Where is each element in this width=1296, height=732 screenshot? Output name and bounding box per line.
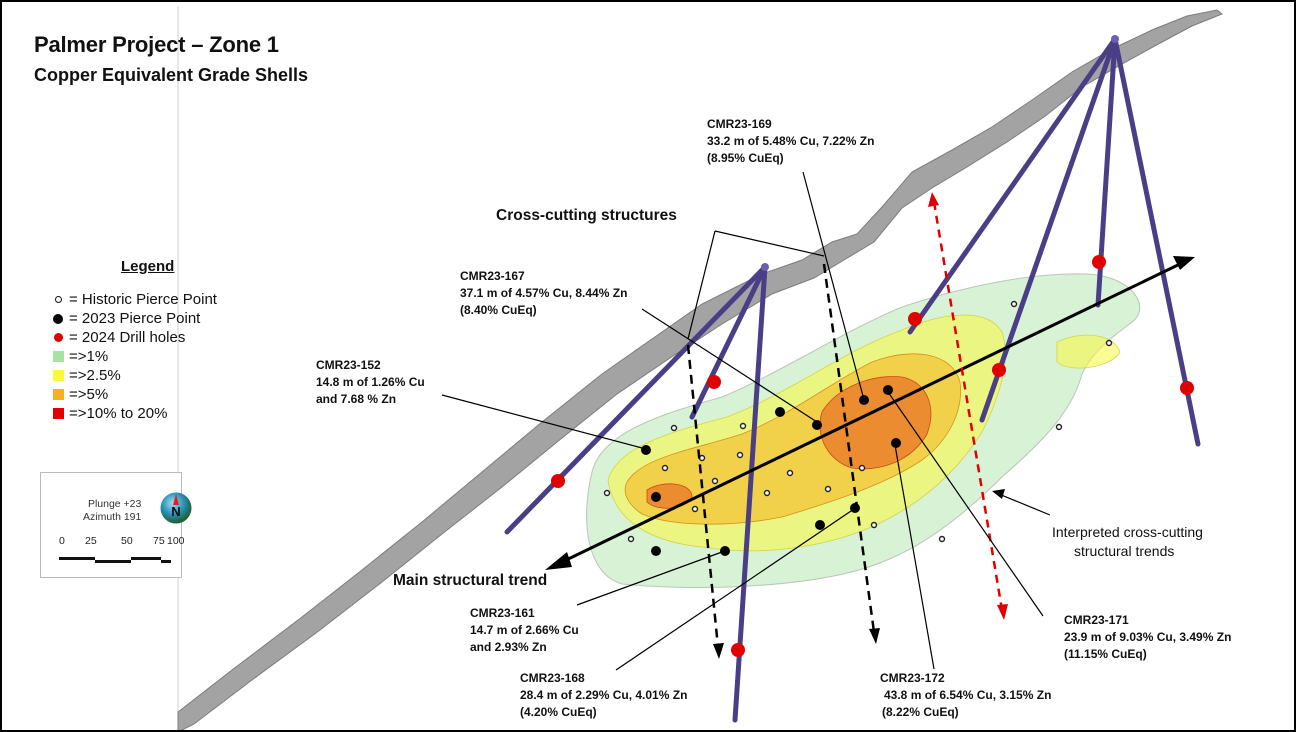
intercept-cmr23-171: CMR23-171 23.9 m of 9.03% Cu, 3.49% Zn (…	[1064, 612, 1231, 663]
intercept-hole-id: CMR23-171	[1064, 613, 1129, 627]
interpreted-trends-line: structural trends	[1074, 543, 1175, 559]
shell-1-swatch-icon	[50, 350, 66, 364]
drill-2024-marker	[992, 363, 1006, 377]
azimuth-label: Azimuth 191	[83, 511, 142, 523]
drill-2024-marker	[1180, 381, 1194, 395]
cross-cutting-structures-label: Cross-cutting structures	[496, 207, 677, 224]
drill-hole-152	[504, 264, 768, 535]
drill-2024-marker	[1092, 255, 1106, 269]
intercept-hole-id: CMR23-161	[470, 606, 535, 620]
intercept-cueq: (4.20% CuEq)	[520, 705, 597, 719]
legend-label: =>2.5%	[69, 367, 121, 384]
main-structural-trend-label: Main structural trend	[393, 572, 548, 589]
intercept-cueq: (11.15% CuEq)	[1064, 647, 1147, 661]
pierce-point-2023-icon	[50, 312, 66, 326]
scale-tick: 50	[121, 535, 133, 547]
view-orientation: Plunge +23 Azimuth 191	[83, 498, 141, 524]
page-subtitle: Copper Equivalent Grade Shells	[34, 65, 309, 85]
scale-tick: 100	[167, 535, 185, 547]
drill-2024-marker	[551, 474, 565, 488]
intercept-grade: 14.8 m of 1.26% Cu	[316, 375, 425, 389]
intercept-cueq: (8.95% CuEq)	[707, 151, 784, 165]
intercept-grade: 37.1 m of 4.57% Cu, 8.44% Zn	[460, 286, 628, 300]
drill-2024-marker	[731, 643, 745, 657]
intercept-hole-id: CMR23-169	[707, 117, 772, 131]
legend-label: =>10% to 20%	[69, 405, 168, 422]
page-title: Palmer Project – Zone 1	[34, 32, 279, 57]
intercept-grade: 23.9 m of 9.03% Cu, 3.49% Zn	[1064, 630, 1232, 644]
collar-west	[761, 263, 769, 271]
intercept-grade: 14.7 m of 2.66% Cu	[470, 623, 579, 637]
intercept-hole-id: CMR23-167	[460, 269, 525, 283]
scale-bar	[59, 557, 171, 563]
interpreted-trends-line: Interpreted cross-cutting	[1052, 524, 1203, 540]
main-structural-trend-arrow	[545, 256, 1195, 570]
shell-10-percent	[646, 376, 932, 509]
intercept-cueq: (8.40% CuEq)	[460, 303, 537, 317]
intercept-hole-id: CMR23-172	[880, 671, 945, 685]
legend-item: =>10% to 20%	[50, 404, 217, 423]
interpreted-trends-label: Interpreted cross-cutting structural tre…	[1052, 523, 1203, 561]
historic-pierce-point-icon	[50, 293, 66, 307]
drill-2024-markers	[551, 255, 1194, 657]
legend: = Historic Pierce Point = 2023 Pierce Po…	[50, 290, 217, 423]
compass-north-label: N	[171, 504, 180, 519]
shell-5-swatch-icon	[50, 388, 66, 402]
intercept-grade: 28.4 m of 2.29% Cu, 4.01% Zn	[520, 688, 688, 702]
collar-east	[1111, 35, 1119, 43]
legend-label: = Historic Pierce Point	[69, 291, 217, 308]
north-compass-icon: N	[160, 492, 192, 524]
legend-title: Legend	[121, 258, 175, 275]
drill-hole-167	[689, 264, 768, 420]
scale-tick: 0	[59, 535, 65, 547]
shell-2-5-swatch-icon	[50, 369, 66, 383]
grade-shells	[586, 273, 1141, 589]
drill-hole-169	[907, 36, 1118, 335]
intercept-hole-id: CMR23-152	[316, 358, 381, 372]
legend-item: = 2024 Drill holes	[50, 328, 217, 347]
legend-item: =>1%	[50, 347, 217, 366]
plunge-label: Plunge +23	[87, 498, 142, 510]
legend-label: = 2023 Pierce Point	[69, 310, 201, 327]
intercept-grade: and 2.93% Zn	[470, 640, 547, 654]
intercept-cueq: (8.22% CuEq)	[882, 705, 959, 719]
intercept-cmr23-152: CMR23-152 14.8 m of 1.26% Cu and 7.68 % …	[316, 357, 425, 408]
intercept-cmr23-161: CMR23-161 14.7 m of 2.66% Cu and 2.93% Z…	[470, 605, 579, 656]
drill-2024-marker	[707, 375, 721, 389]
intercept-cmr23-172: CMR23-172 43.8 m of 6.54% Cu, 3.15% Zn (…	[880, 670, 1051, 721]
legend-item: =>5%	[50, 385, 217, 404]
topographic-surface	[177, 9, 1223, 730]
intercept-cmr23-168: CMR23-168 28.4 m of 2.29% Cu, 4.01% Zn (…	[520, 670, 687, 721]
leader-arrowhead	[992, 489, 1005, 499]
legend-item: =>2.5%	[50, 366, 217, 385]
scale-tick: 25	[85, 535, 97, 547]
orientation-scale-box: Plunge +23 Azimuth 191 N 0 25 50 75 100	[40, 472, 192, 578]
intercept-cmr23-169: CMR23-169 33.2 m of 5.48% Cu, 7.22% Zn (…	[707, 116, 874, 167]
drill-hole-171	[979, 36, 1118, 423]
drill-hole-2024	[1112, 36, 1201, 447]
shell-10-swatch-icon	[50, 407, 66, 421]
intercept-grade: 43.8 m of 6.54% Cu, 3.15% Zn	[884, 688, 1052, 702]
cross-cutting-structure-arrows	[686, 263, 880, 659]
legend-label: =>5%	[69, 386, 109, 403]
drill-holes	[504, 36, 1201, 723]
legend-label: = 2024 Drill holes	[69, 329, 186, 346]
interpreted-trend-arrow	[928, 192, 1008, 620]
leader-lines	[441, 171, 1051, 671]
intercept-hole-id: CMR23-168	[520, 671, 585, 685]
historic-pierce-points	[603, 300, 1113, 543]
intercept-cmr23-167: CMR23-167 37.1 m of 4.57% Cu, 8.44% Zn (…	[460, 268, 627, 319]
legend-item: = 2023 Pierce Point	[50, 309, 217, 328]
drill-2024-marker	[908, 312, 922, 326]
drill-hole-2024-icon	[50, 331, 66, 345]
legend-item: = Historic Pierce Point	[50, 290, 217, 309]
intercept-grade: 33.2 m of 5.48% Cu, 7.22% Zn	[707, 134, 875, 148]
legend-label: =>1%	[69, 348, 109, 365]
scale-tick: 75	[153, 535, 165, 547]
intercept-grade: and 7.68 % Zn	[316, 392, 397, 406]
